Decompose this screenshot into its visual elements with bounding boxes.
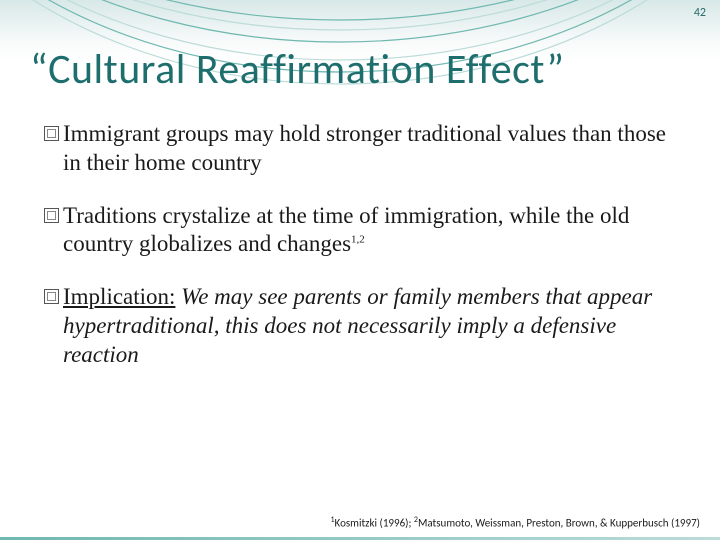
slide-body: Immigrant groups may hold stronger tradi… <box>44 120 684 393</box>
footer-citations: 1Kosmitzki (1996); 2Matsumoto, Weissman,… <box>330 515 700 530</box>
bullet-text: Implication: We may see parents or famil… <box>63 283 684 369</box>
bullet-text: Immigrant groups may hold stronger tradi… <box>63 120 684 178</box>
bullet-underline-prefix: Implication: <box>63 284 175 309</box>
square-bullet-icon <box>44 126 59 141</box>
footnote-text: Matsumoto, Weissman, Preston, Brown, & K… <box>418 517 700 530</box>
square-bullet-icon <box>44 208 59 223</box>
bullet-plain: Immigrant groups may hold stronger tradi… <box>63 121 666 175</box>
bullet-plain: Traditions crystalize at the time of imm… <box>63 203 629 257</box>
page-number: 42 <box>694 6 706 20</box>
superscript-citation: 1,2 <box>351 234 365 246</box>
bullet-text: Traditions crystalize at the time of imm… <box>63 202 684 260</box>
bullet-item: Implication: We may see parents or famil… <box>44 283 684 369</box>
footnote-text: Kosmitzki (1996); <box>335 517 414 530</box>
bullet-item: Traditions crystalize at the time of imm… <box>44 202 684 260</box>
slide-title: “Cultural Reaffirmation Effect” <box>30 44 565 95</box>
square-bullet-icon <box>44 289 59 304</box>
bullet-item: Immigrant groups may hold stronger tradi… <box>44 120 684 178</box>
